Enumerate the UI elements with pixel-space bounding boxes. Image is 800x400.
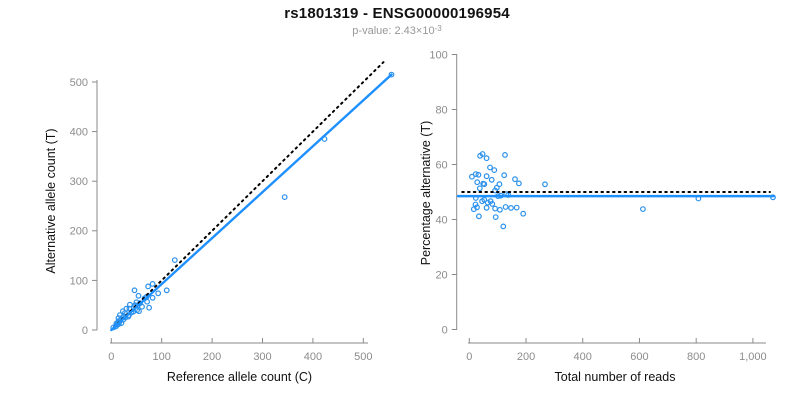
identity-reference-line xyxy=(112,61,385,329)
pvalue-subtitle: p-value: 2.43×10-3 xyxy=(0,24,794,37)
data-point xyxy=(640,206,646,213)
data-point xyxy=(472,201,479,208)
y-tick-label: 0 xyxy=(442,324,448,336)
x-tick-label: 300 xyxy=(253,351,271,363)
data-point xyxy=(163,287,170,294)
y-tick-label: 20 xyxy=(435,269,447,281)
data-point xyxy=(474,204,480,211)
x-tick-label: 0 xyxy=(108,351,114,363)
data-point xyxy=(512,176,518,183)
data-point xyxy=(520,210,527,217)
data-point xyxy=(481,196,488,203)
data-point xyxy=(388,71,395,78)
pvalue-label: p-value: xyxy=(352,25,395,37)
x-tick-label: 400 xyxy=(574,351,592,363)
data-point xyxy=(476,213,482,220)
left-panel-y-axis-title: Alternative allele count (T) xyxy=(44,128,58,274)
data-point xyxy=(496,181,503,188)
data-point xyxy=(487,198,494,205)
x-tick-label: 800 xyxy=(687,351,705,363)
x-tick-label: 200 xyxy=(203,351,221,363)
pvalue-mantissa: 2.43×10 xyxy=(394,25,435,37)
y-tick-label: 400 xyxy=(70,126,88,138)
y-tick-label: 200 xyxy=(70,226,88,238)
data-point xyxy=(479,151,486,157)
y-tick-label: 500 xyxy=(70,77,88,89)
y-tick-label: 40 xyxy=(435,214,447,226)
data-point xyxy=(483,155,490,162)
y-tick-label: 100 xyxy=(429,49,447,61)
data-point xyxy=(281,194,288,201)
data-point xyxy=(472,171,479,178)
data-point xyxy=(171,257,178,264)
data-point xyxy=(146,304,153,311)
data-point xyxy=(483,204,490,211)
data-point xyxy=(488,176,495,183)
data-point xyxy=(491,167,498,174)
data-point xyxy=(500,223,507,230)
data-point xyxy=(492,205,499,212)
data-point xyxy=(469,173,475,180)
y-tick-label: 0 xyxy=(82,325,88,337)
data-point xyxy=(136,308,142,315)
x-tick-label: 1,000 xyxy=(739,351,767,363)
right-panel-y-axis-title: Percentage alternative (T) xyxy=(419,120,433,266)
panel-percentage-reads: 0 20 40 60 80 100 0 200 400 600 800 1,000 xyxy=(429,49,776,363)
data-point xyxy=(131,287,138,294)
data-point xyxy=(474,179,481,186)
y-tick-label: 300 xyxy=(70,176,88,188)
right-panel-x-axis-title: Total number of reads xyxy=(554,370,676,384)
x-tick-label: 200 xyxy=(517,351,535,363)
y-tick-label: 100 xyxy=(70,275,88,287)
data-point xyxy=(508,204,514,211)
data-point xyxy=(476,185,483,192)
data-point xyxy=(513,204,520,211)
data-point xyxy=(475,171,482,178)
data-point xyxy=(542,181,548,188)
data-point xyxy=(145,283,152,290)
data-point xyxy=(149,294,156,301)
x-tick-label: 0 xyxy=(466,351,472,363)
panel-allele-counts: 0 100 200 300 400 500 0 100 200 300 400 500 xyxy=(70,61,395,363)
data-point xyxy=(492,214,499,221)
y-tick-label: 80 xyxy=(435,104,447,116)
x-tick-label: 400 xyxy=(304,351,322,363)
data-point xyxy=(502,151,508,158)
data-point xyxy=(516,180,522,187)
left-panel-x-axis-title: Reference allele count (C) xyxy=(166,370,313,384)
x-tick-label: 100 xyxy=(153,351,171,363)
x-tick-label: 600 xyxy=(630,351,648,363)
data-point xyxy=(481,181,488,188)
data-point xyxy=(501,172,508,179)
data-point xyxy=(502,204,509,210)
pvalue-exponent: -3 xyxy=(434,24,442,33)
data-point xyxy=(149,281,156,287)
data-point xyxy=(135,292,142,299)
x-tick-label: 500 xyxy=(354,351,372,363)
data-point xyxy=(123,305,130,312)
regression-fit-line xyxy=(110,73,393,332)
page-title: rs1801319 - ENSG00000196954 xyxy=(284,5,510,22)
data-point xyxy=(497,206,503,213)
data-point xyxy=(155,290,162,297)
data-point xyxy=(483,173,490,180)
y-tick-label: 60 xyxy=(435,159,447,171)
data-point xyxy=(487,164,493,171)
